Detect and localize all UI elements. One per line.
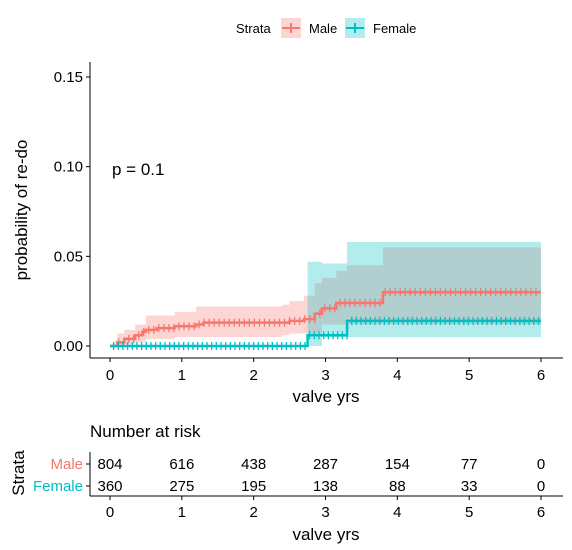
risk-cell: 287 — [313, 456, 338, 473]
y-tick-label: 0.00 — [54, 338, 83, 355]
p-value-annotation: p = 0.1 — [112, 160, 164, 179]
x-tick-label: 2 — [249, 367, 257, 384]
legend-label: Female — [373, 21, 416, 36]
y-axis-title: probability of re-do — [12, 140, 31, 281]
km-curve-male — [110, 290, 541, 348]
risk-cell: 0 — [537, 456, 545, 473]
risk-x-tick-label: 2 — [249, 504, 257, 521]
risk-x-tick-label: 4 — [393, 504, 401, 521]
risk-row-label-male: Male — [50, 456, 83, 473]
x-tick-label: 5 — [465, 367, 473, 384]
censor-marks-female — [112, 316, 540, 350]
legend-label: Male — [309, 21, 337, 36]
legend-item-female: Female — [345, 18, 416, 38]
risk-x-tick-label: 6 — [537, 504, 545, 521]
confidence-bands — [110, 241, 541, 346]
y-tick-label: 0.10 — [54, 159, 83, 176]
x-tick-label: 0 — [106, 367, 114, 384]
risk-cell: 804 — [97, 456, 122, 473]
risk-cell: 33 — [461, 478, 478, 495]
risk-cell: 275 — [169, 478, 194, 495]
risk-cell: 616 — [169, 456, 194, 473]
x-tick-label: 6 — [537, 367, 545, 384]
risk-cell: 438 — [241, 456, 266, 473]
legend-item-male: Male — [281, 18, 337, 38]
risk-cell: 77 — [461, 456, 478, 473]
risk-cell: 138 — [313, 478, 338, 495]
y-tick-label: 0.05 — [54, 248, 83, 265]
x-axis-title: valve yrs — [292, 387, 359, 406]
risk-x-tick-label: 1 — [178, 504, 186, 521]
survival-curves — [110, 288, 541, 350]
risk-x-tick-label: 5 — [465, 504, 473, 521]
x-tick-label: 4 — [393, 367, 401, 384]
risk-cell: 154 — [385, 456, 410, 473]
x-tick-label: 3 — [321, 367, 329, 384]
risk-cell: 88 — [389, 478, 406, 495]
risk-table-title: Number at risk — [90, 422, 201, 441]
x-tick-label: 1 — [178, 367, 186, 384]
legend: Strata Male Female — [236, 18, 416, 38]
risk-cell: 0 — [537, 478, 545, 495]
legend-title: Strata — [236, 21, 271, 36]
risk-table-axes — [86, 452, 563, 500]
risk-x-axis-title: valve yrs — [292, 525, 359, 544]
risk-y-axis-title: Strata — [9, 450, 28, 496]
risk-cell: 195 — [241, 478, 266, 495]
main-axes — [86, 62, 563, 362]
y-tick-label: 0.15 — [54, 69, 83, 86]
risk-cell: 360 — [97, 478, 122, 495]
risk-x-tick-label: 3 — [321, 504, 329, 521]
risk-row-label-female: Female — [33, 478, 83, 495]
risk-x-tick-label: 0 — [106, 504, 114, 521]
